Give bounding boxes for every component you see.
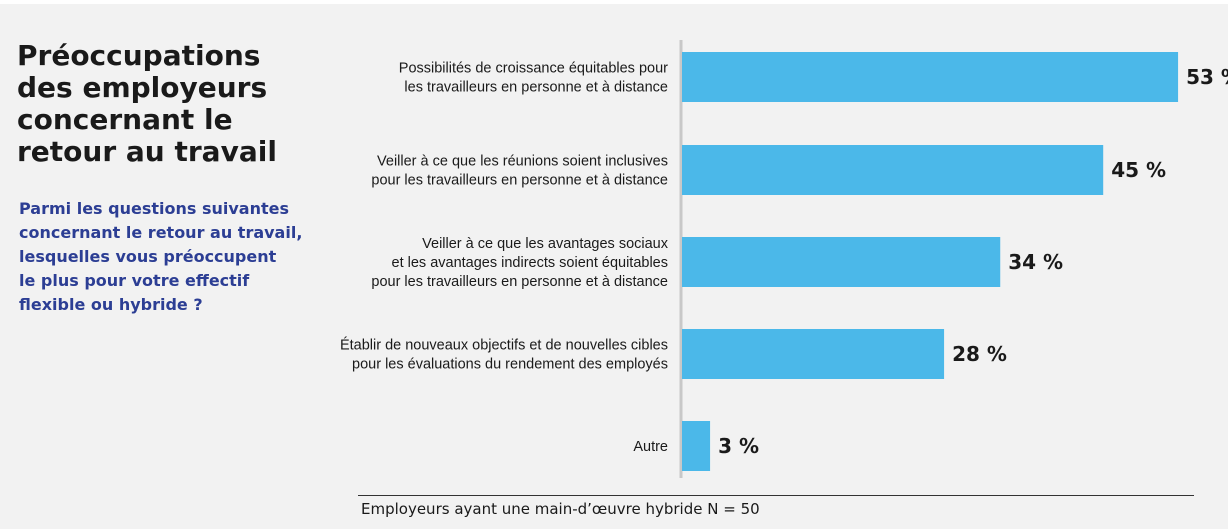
bar	[682, 145, 1104, 195]
data-label: 53 %	[1186, 65, 1228, 89]
category-label: pour les évaluations du rendement des em…	[352, 357, 668, 373]
category-label: Autre	[633, 439, 668, 455]
chart-question: Parmi les questions suivantes concernant…	[19, 199, 303, 314]
footnote-rule	[358, 495, 1194, 496]
category-label: Veiller à ce que les réunions soient inc…	[377, 154, 668, 170]
footnote: Employeurs ayant une main-d’œuvre hybrid…	[361, 500, 760, 518]
category-label: les travailleurs en personne et à distan…	[404, 80, 668, 96]
category-label: et les avantages indirects soient équita…	[392, 255, 668, 271]
bar	[682, 237, 1001, 287]
category-label: Veiller à ce que les avantages sociaux	[422, 236, 669, 252]
page-title: Préoccupations des employeurs concernant…	[17, 39, 277, 168]
category-label: Possibilités de croissance équitables po…	[399, 61, 668, 77]
category-label: Établir de nouveaux objectifs et de nouv…	[340, 337, 668, 354]
top-rule	[0, 0, 1228, 4]
data-label: 34 %	[1008, 250, 1063, 274]
bar-chart: 53 % Possibilités de croissance équitable…	[340, 40, 1228, 478]
bar	[682, 52, 1179, 102]
data-label: 45 %	[1111, 158, 1166, 182]
bar	[682, 421, 711, 471]
category-label: pour les travailleurs en personne et à d…	[371, 274, 668, 290]
category-label: pour les travailleurs en personne et à d…	[371, 173, 668, 189]
bar	[682, 329, 945, 379]
data-label: 3 %	[718, 434, 759, 458]
data-label: 28 %	[952, 342, 1007, 366]
